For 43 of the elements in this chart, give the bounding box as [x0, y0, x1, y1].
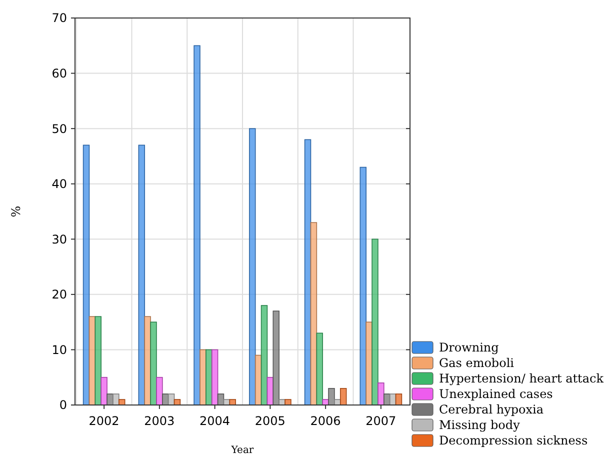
y-tick-label: 50	[52, 122, 67, 136]
y-tick-label: 20	[52, 288, 67, 302]
bar	[310, 222, 318, 406]
legend-label: Cerebral hypoxia	[439, 402, 544, 416]
bar	[100, 376, 108, 406]
x-tick-label: 2002	[88, 414, 120, 428]
y-tick-label: 10	[52, 342, 67, 357]
y-tick-label: 60	[52, 66, 67, 80]
bar	[340, 388, 347, 406]
bar	[316, 332, 323, 406]
y-tick-label: 70	[52, 11, 67, 26]
legend-label: Gas emoboli	[439, 356, 514, 370]
y-tick-label: 30	[52, 232, 67, 246]
bar	[372, 238, 378, 406]
legend-label: Drowning	[439, 340, 500, 354]
bar	[150, 322, 157, 406]
y-axis-title: %	[9, 206, 23, 218]
y-tick-label: 40	[52, 177, 67, 192]
bar	[360, 166, 366, 406]
x-tick-label: 2005	[254, 414, 286, 428]
bar	[249, 128, 256, 406]
legend-label: Missing body	[439, 418, 520, 432]
bar	[211, 349, 218, 406]
bar	[304, 139, 312, 406]
bar	[94, 316, 102, 406]
legend-label: Hypertension/ heart attack	[439, 372, 604, 386]
bar	[156, 376, 163, 406]
bar	[229, 399, 236, 406]
bar	[82, 144, 90, 406]
bar	[378, 382, 384, 406]
legend-label: Decompression sickness	[439, 434, 588, 448]
y-tick-label: 0	[59, 398, 67, 412]
x-tick-label: 2007	[366, 414, 396, 428]
bar	[194, 45, 200, 406]
x-tick-label: 2004	[200, 414, 230, 428]
bar	[395, 394, 402, 406]
x-axis-title: Year	[230, 445, 254, 456]
x-tick-label: 2003	[144, 414, 175, 428]
bar	[138, 144, 146, 406]
legend-label: Unexplained cases	[439, 387, 553, 401]
x-tick-label: 2006	[310, 414, 341, 428]
bar	[284, 399, 292, 406]
bar	[260, 305, 268, 406]
